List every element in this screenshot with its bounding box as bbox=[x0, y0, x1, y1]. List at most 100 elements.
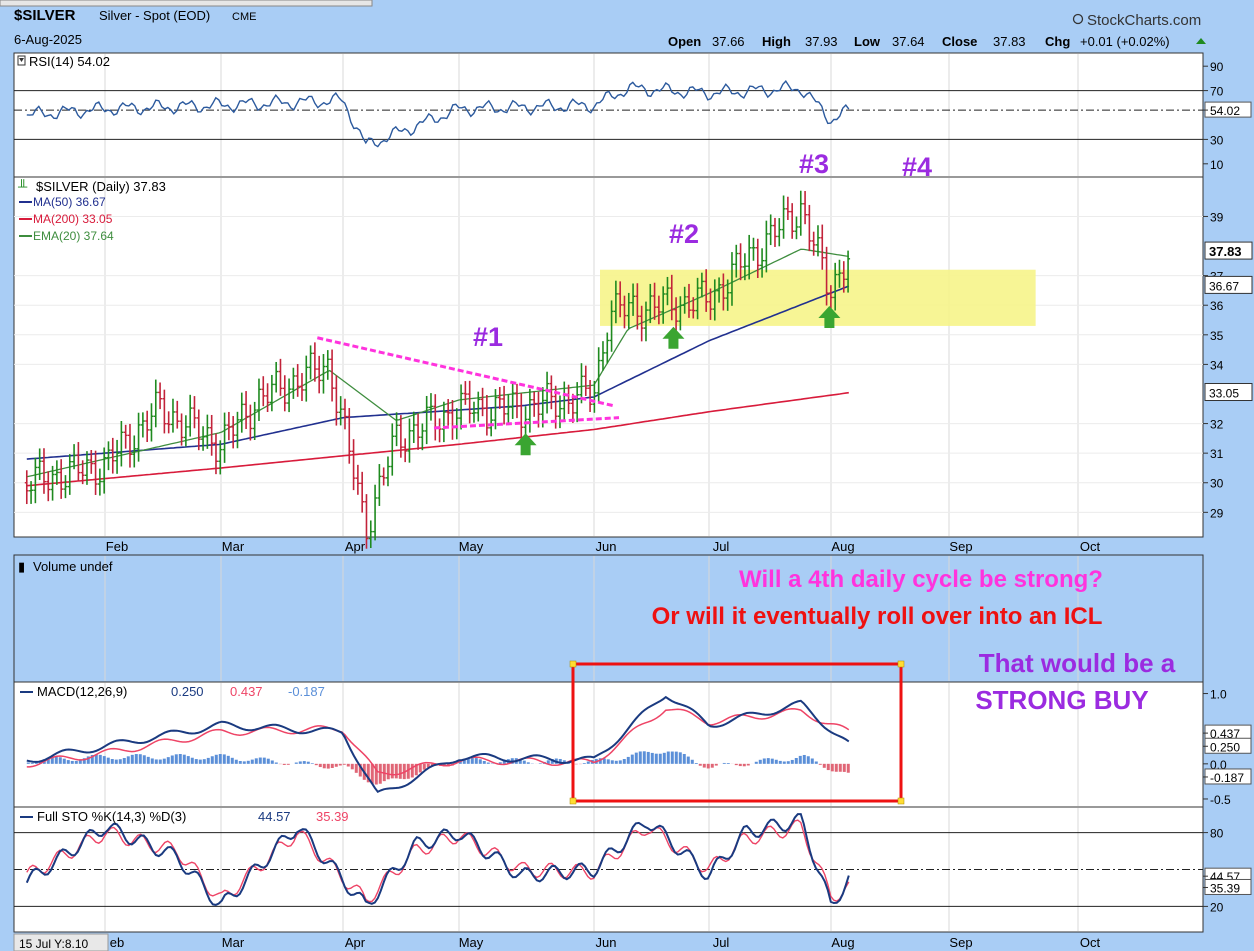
price-axis-label: 29 bbox=[1210, 506, 1224, 520]
macd-histogram-bar bbox=[602, 758, 606, 764]
macd-histogram-bar bbox=[286, 763, 290, 765]
alternative-annotation: Or will it eventually roll over into an … bbox=[652, 603, 1103, 630]
macd-histogram-bar bbox=[398, 763, 402, 779]
up-arrow-icon bbox=[1196, 38, 1206, 44]
macd-histogram-bar bbox=[134, 754, 138, 764]
macd-histogram-bar bbox=[298, 761, 302, 764]
cycle-labels: #1 #2 #3 #4 bbox=[473, 149, 932, 352]
month-label: Jul bbox=[713, 935, 730, 950]
macd-histogram-bar bbox=[370, 763, 374, 784]
resize-handle[interactable] bbox=[897, 660, 905, 668]
macd-panel bbox=[13, 681, 1204, 808]
macd-histogram-bar bbox=[642, 751, 646, 764]
macd-histogram-bar bbox=[230, 757, 234, 764]
macd-histogram-bar bbox=[414, 763, 418, 776]
month-label: Aug bbox=[831, 935, 854, 950]
price-axis-label: 35 bbox=[1210, 329, 1224, 343]
macd-histogram-bar bbox=[406, 763, 410, 779]
macd-histogram-bar bbox=[686, 756, 690, 764]
resize-handle[interactable] bbox=[897, 797, 905, 805]
macd-histogram-bar bbox=[702, 763, 706, 768]
macd-histogram-bar bbox=[842, 763, 846, 772]
macd-histogram-bar bbox=[70, 760, 74, 764]
rsi-panel bbox=[13, 52, 1204, 178]
month-label: May bbox=[459, 935, 484, 950]
price-legend: ╨ $SILVER (Daily) 37.83 MA(50) 36.67 MA(… bbox=[17, 179, 166, 243]
macd-histogram-bar bbox=[214, 754, 218, 764]
macd-histogram-bar bbox=[682, 753, 686, 764]
macd-histogram-bar bbox=[806, 756, 810, 764]
macd-histogram-bar bbox=[150, 758, 154, 764]
low-label: Low bbox=[854, 34, 881, 49]
macd-histogram-bar bbox=[374, 763, 378, 785]
macd-histogram-bar bbox=[502, 760, 506, 764]
macd-histogram-bar bbox=[634, 752, 638, 764]
bar-chart-icon: ▮ bbox=[18, 559, 25, 574]
macd-histogram-bar bbox=[558, 758, 562, 764]
rsi-axis-label: 90 bbox=[1210, 60, 1224, 74]
macd-histogram-bar bbox=[338, 763, 342, 766]
ema20-legend-label: EMA(20) 37.64 bbox=[33, 229, 114, 243]
cycle-label-1: #1 bbox=[473, 322, 503, 352]
macd-histogram-bar bbox=[478, 759, 482, 764]
histogram-value: -0.187 bbox=[288, 684, 325, 699]
macd-histogram-bar bbox=[54, 756, 58, 764]
signal-value: 0.437 bbox=[230, 684, 263, 699]
resize-handle[interactable] bbox=[569, 797, 577, 805]
open-value: 37.66 bbox=[712, 34, 745, 49]
macd-axis-label: 1.0 bbox=[1210, 688, 1227, 702]
month-label: eb bbox=[110, 935, 124, 950]
macd-histogram-bar bbox=[830, 763, 834, 772]
macd-histogram-bar bbox=[162, 758, 166, 764]
macd-histogram-bar bbox=[782, 761, 786, 764]
macd-title: MACD(12,26,9) bbox=[37, 684, 127, 699]
month-axis-bottom: eb Mar Apr May Jun Jul Aug Sep Oct bbox=[110, 935, 1101, 950]
macd-histogram-bar bbox=[142, 755, 146, 764]
trendlines bbox=[316, 336, 620, 430]
window-tab-strip[interactable] bbox=[0, 0, 373, 7]
macd-histogram-bar bbox=[650, 752, 654, 764]
triangle-icon bbox=[19, 58, 24, 62]
sto-d-value: 35.39 bbox=[316, 809, 349, 824]
up-arrow-icon bbox=[818, 306, 841, 329]
macd-histogram-bar bbox=[146, 756, 150, 764]
ohlc-summary: Open 37.66 High 37.93 Low 37.64 Close 37… bbox=[668, 34, 1206, 49]
macd-histogram-bar bbox=[834, 763, 838, 772]
macd-histogram-bar bbox=[538, 763, 542, 764]
macd-histogram-bar bbox=[182, 754, 186, 764]
rsi-legend: RSI(14) 54.02 bbox=[17, 54, 110, 69]
macd-histogram-bar bbox=[110, 759, 114, 764]
rsi-indicator bbox=[14, 79, 1203, 148]
macd-histogram-bar bbox=[658, 753, 662, 764]
high-value: 37.93 bbox=[805, 34, 838, 49]
macd-histogram-bar bbox=[318, 763, 322, 768]
macd-histogram-bar bbox=[546, 760, 550, 764]
macd-histogram-bar bbox=[330, 763, 334, 768]
rsi-axis-label: 70 bbox=[1210, 85, 1224, 99]
brand-label: StockCharts.com bbox=[1087, 12, 1201, 29]
macd-histogram-bar bbox=[166, 757, 170, 764]
macd-histogram-bar bbox=[78, 759, 82, 764]
macd-value: 0.250 bbox=[171, 684, 204, 699]
macd-histogram-bar bbox=[202, 759, 206, 764]
macd-histogram-bar bbox=[638, 751, 642, 764]
macd-histogram-bar bbox=[646, 751, 650, 764]
macd-histogram-bar bbox=[794, 758, 798, 764]
vertical-gridlines bbox=[104, 54, 1079, 931]
macd-histogram-bar bbox=[114, 759, 118, 764]
macd-histogram-bar bbox=[770, 758, 774, 764]
ema20-line bbox=[26, 248, 849, 478]
price-badge-box bbox=[1204, 383, 1253, 402]
macd-histogram-bar bbox=[302, 761, 306, 764]
sto-axis-label: 35.39 bbox=[1210, 881, 1240, 895]
ma50-line bbox=[26, 285, 850, 460]
cursor-readout: 15 Jul Y:8.10 bbox=[19, 937, 88, 951]
macd-axis-label: 0.437 bbox=[1210, 727, 1240, 741]
ma50-legend-label: MA(50) 36.67 bbox=[33, 195, 106, 209]
rsi-line bbox=[26, 79, 850, 148]
macd-histogram-bar bbox=[846, 763, 850, 773]
macd-histogram-bar bbox=[746, 763, 750, 766]
high-label: High bbox=[762, 34, 791, 49]
macd-histogram-bar bbox=[266, 758, 270, 764]
resize-handle[interactable] bbox=[569, 660, 577, 668]
